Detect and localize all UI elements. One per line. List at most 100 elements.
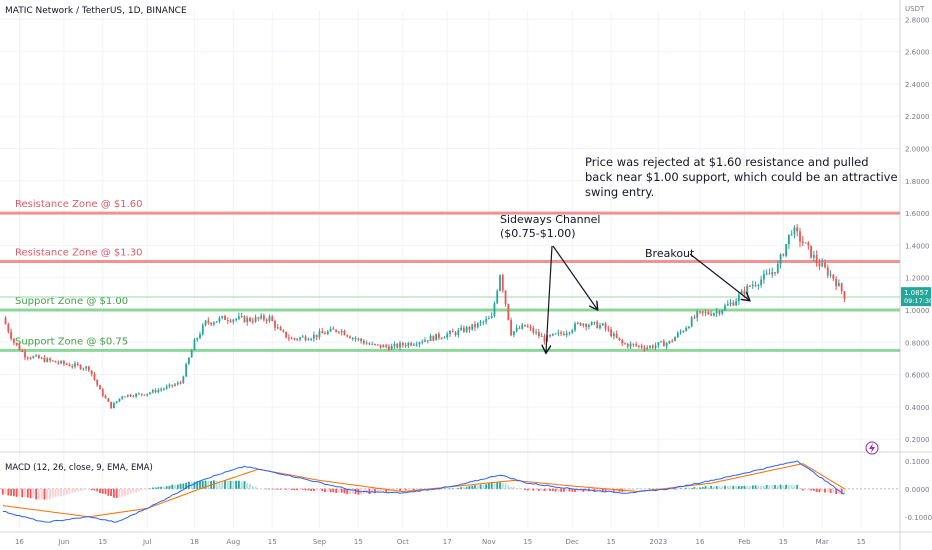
candle-body (260, 315, 263, 319)
candle-body (468, 327, 471, 330)
macd-hist-bar (162, 486, 165, 489)
candle-body (593, 321, 596, 323)
candle-body (101, 389, 104, 396)
macd-hist-bar (740, 486, 743, 489)
candle-body (226, 319, 229, 321)
macd-hist-bar (151, 487, 154, 489)
candle-body (54, 360, 57, 363)
candle-body (160, 389, 163, 391)
macd-hist-bar (482, 484, 485, 489)
candle-body (699, 311, 701, 313)
macd-hist-bar (299, 488, 301, 490)
price-tick-label: 0.2000 (905, 436, 930, 444)
candle-body (146, 393, 149, 396)
macd-hist-bar (710, 485, 713, 489)
macd-hist-bar (568, 488, 571, 492)
macd-hist-bar (137, 488, 140, 491)
candle-body (360, 338, 363, 342)
candle-body (612, 333, 615, 337)
macd-hist-bar (107, 488, 110, 496)
candle-body (801, 241, 804, 243)
time-tick-label: 15 (779, 538, 788, 546)
macd-hist-bar (521, 488, 524, 490)
candle-body (590, 322, 593, 326)
macd-hist-bar (96, 488, 99, 492)
candle-body (660, 341, 663, 343)
candle-body (26, 357, 29, 359)
macd-hist-bar (682, 488, 685, 490)
candle-body (40, 357, 43, 359)
macd-hist-bar (399, 488, 401, 491)
last-price-badge (901, 287, 931, 307)
candle-body (543, 335, 546, 342)
candle-body (304, 336, 307, 341)
macd-hist-bar (160, 486, 163, 489)
candle-body (785, 244, 788, 256)
macd-tick-label: -0.1000 (905, 514, 932, 522)
macd-hist-bar (543, 488, 546, 492)
macd-hist-bar (18, 488, 21, 497)
candle-body (368, 343, 371, 345)
candle-body (685, 328, 688, 332)
macd-hist-bar (385, 488, 388, 493)
candle-body (410, 342, 413, 346)
candle-body (815, 255, 818, 263)
macd-hist-bar (337, 488, 340, 493)
macd-hist-bar (29, 488, 32, 499)
macd-hist-bar (732, 485, 735, 489)
candle-body (87, 366, 90, 371)
macd-hist-bar (535, 488, 538, 491)
candle-body (324, 333, 326, 335)
candle-body (807, 242, 810, 246)
macd-hist-bar (651, 488, 654, 490)
candle-body (754, 284, 757, 286)
price-tick-label: 2.4000 (905, 81, 930, 89)
candle-body (12, 338, 15, 343)
candle-body (99, 385, 101, 390)
candle-body (579, 322, 582, 326)
macd-hist-bar (51, 488, 54, 498)
channel-arrow-right (552, 245, 597, 309)
macd-hist-bar (282, 488, 285, 490)
candle-body (79, 365, 82, 369)
candle-body (618, 337, 621, 340)
candle-body (190, 350, 193, 358)
candle-body (607, 328, 610, 330)
candle-body (599, 325, 601, 329)
candle-body (440, 337, 443, 339)
macd-hist-bar (312, 488, 315, 492)
candle-body (315, 334, 318, 338)
candle-body (346, 335, 349, 337)
macd-hist-bar (699, 487, 701, 489)
macd-hist-bar (7, 488, 10, 496)
macd-hist-bar (712, 486, 715, 489)
macd-hist-bar (349, 488, 351, 494)
macd-hist-bar (793, 485, 796, 489)
macd-hist-bar (668, 488, 671, 490)
candle-body (562, 333, 565, 336)
candle-body (476, 323, 479, 328)
macd-hist-bar (121, 488, 124, 497)
macd-hist-bar (235, 480, 238, 489)
macd-hist-bar (260, 488, 263, 490)
candle-body (182, 376, 185, 383)
candle-body (626, 343, 629, 347)
macd-hist-bar (315, 488, 318, 491)
candle-body (46, 358, 49, 362)
candle-body (268, 316, 271, 321)
chart-title: MATIC Network / TetherUS, 1D, BINANCE (5, 6, 187, 16)
candle-body (299, 337, 301, 340)
time-tick-label: 15 (607, 538, 616, 546)
macd-line (2, 460, 845, 523)
candle-body (32, 356, 35, 359)
macd-hist-bar (529, 488, 532, 491)
candle-body (776, 263, 779, 273)
macd-hist-bar (165, 486, 168, 489)
macd-hist-bar (307, 488, 310, 491)
candle-body (74, 363, 76, 367)
macd-hist-bar (185, 482, 188, 489)
macd-hist-bar (76, 488, 79, 492)
candle-body (162, 388, 165, 390)
candle-body (137, 393, 140, 395)
macd-hist-bar (626, 488, 629, 492)
